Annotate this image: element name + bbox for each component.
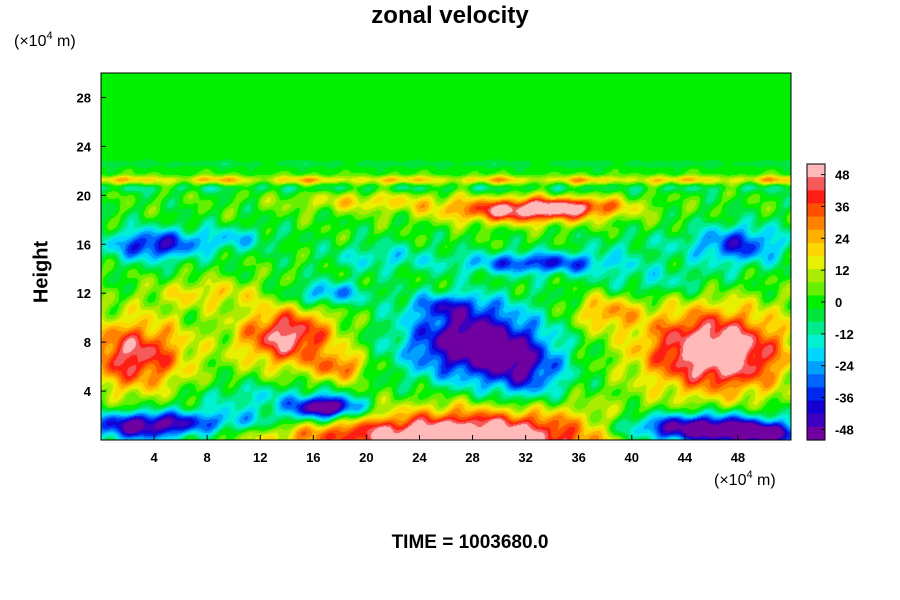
- colorbar-segment: [807, 426, 825, 441]
- colorbar-segment: [807, 229, 825, 244]
- colorbar-segment: [807, 216, 825, 231]
- colorbar-segment: [807, 348, 825, 362]
- y-tick-label: 28: [77, 90, 91, 105]
- colorbar-segment: [807, 387, 825, 402]
- colorbar-segment: [807, 164, 825, 178]
- heatmap-field: [101, 73, 791, 440]
- x-tick-label: 40: [625, 450, 639, 465]
- x-axis-unit: (×104 m): [714, 469, 776, 490]
- y-tick-label: 16: [77, 237, 91, 252]
- colorbar-segment: [807, 361, 825, 375]
- y-tick-label: 20: [77, 188, 91, 203]
- colorbar-segment: [807, 308, 825, 323]
- colorbar-tick-label: -48: [835, 422, 854, 437]
- colorbar-segment: [807, 242, 825, 257]
- chart-title: zonal velocity: [371, 2, 529, 29]
- y-tick-label: 8: [84, 335, 91, 350]
- x-tick-label: 48: [731, 450, 745, 465]
- colorbar-segment: [807, 256, 825, 270]
- colorbar-tick-label: 12: [835, 263, 849, 278]
- colorbar-segment: [807, 400, 825, 415]
- x-tick-label: 32: [518, 450, 532, 465]
- x-tick-label: 20: [359, 450, 373, 465]
- time-label: TIME = 1003680.0: [391, 532, 549, 553]
- colorbar-segment: [807, 190, 825, 205]
- x-tick-label: 36: [571, 450, 585, 465]
- colorbar-segment: [807, 413, 825, 428]
- colorbar-tick-label: 36: [835, 199, 849, 214]
- x-tick-label: 16: [306, 450, 320, 465]
- colorbar-segment: [807, 334, 825, 349]
- colorbar-tick-label: -12: [835, 327, 854, 342]
- x-tick-label: 44: [678, 450, 693, 465]
- colorbar-segment: [807, 282, 825, 297]
- colorbar-segment: [807, 321, 825, 336]
- colorbar-tick-label: -36: [835, 391, 854, 406]
- y-axis-unit: (×104 m): [14, 30, 76, 51]
- colorbar: 48 36 24 12 0 -12 -24 -36 -48: [806, 163, 855, 441]
- colorbar-tick-label: 24: [835, 231, 850, 246]
- colorbar-segment: [807, 269, 825, 283]
- plot-frame: [100, 72, 792, 441]
- colorbar-tick-label: 0: [835, 295, 842, 310]
- colorbar-tick-label: -24: [835, 359, 855, 374]
- colorbar-segment: [807, 177, 825, 191]
- x-tick-label: 28: [465, 450, 479, 465]
- colorbar-segment: [807, 295, 825, 310]
- y-tick-label: 4: [84, 384, 92, 399]
- y-axis-ticks: 4 8 12 16 20 24 28: [77, 90, 106, 399]
- x-tick-label: 24: [412, 450, 427, 465]
- x-tick-label: 4: [150, 450, 158, 465]
- y-tick-label: 12: [77, 286, 91, 301]
- x-tick-label: 8: [204, 450, 211, 465]
- colorbar-segment: [807, 203, 825, 218]
- y-tick-label: 24: [77, 139, 92, 154]
- colorbar-tick-label: 48: [835, 168, 849, 183]
- x-tick-label: 12: [253, 450, 267, 465]
- x-axis-ticks: 4 8 12 16 20 24 28 32 36 40 44 48: [150, 435, 745, 465]
- colorbar-segment: [807, 374, 825, 389]
